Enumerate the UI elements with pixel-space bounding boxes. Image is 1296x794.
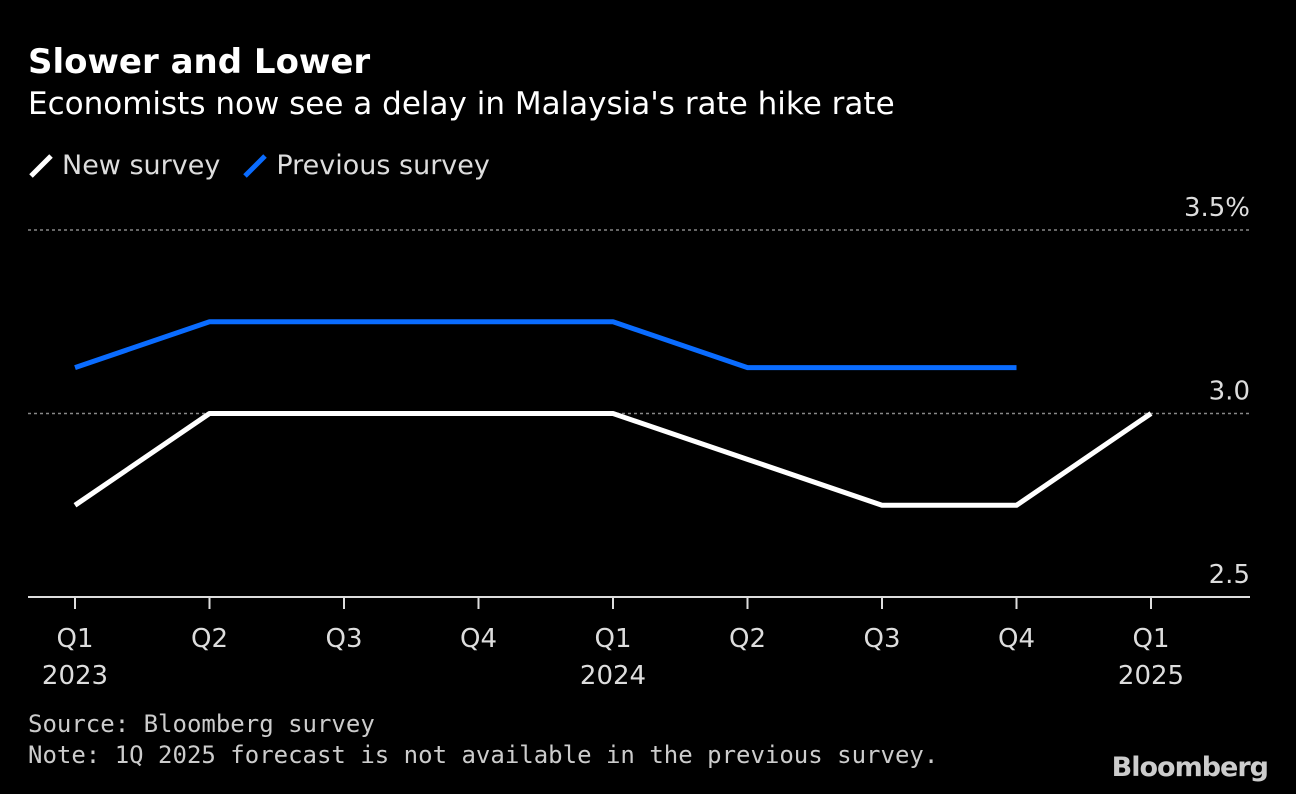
y-tick-label: 3.0 — [1209, 377, 1250, 407]
x-tick-label: Q3 — [325, 624, 362, 654]
legend-label-new: New survey — [62, 150, 221, 181]
legend-swatch-new-icon — [29, 153, 53, 178]
series-line-new-survey — [73, 411, 1153, 508]
legend-swatch-previous-icon — [243, 153, 268, 178]
x-tick-label: Q4 — [460, 624, 497, 654]
x-tick-year-label: 2025 — [1118, 661, 1184, 691]
x-tick-year-label: 2024 — [580, 661, 646, 691]
x-tick-label: Q4 — [998, 624, 1035, 654]
legend: New survey Previous survey — [28, 150, 512, 181]
x-tick-label: Q3 — [863, 624, 900, 654]
x-tick-year-label: 2023 — [42, 661, 108, 691]
chart-title: Slower and Lower — [28, 42, 371, 82]
x-tick-label: Q1 — [1132, 624, 1169, 654]
legend-label-previous: Previous survey — [276, 150, 490, 181]
bloomberg-logo: Bloomberg — [1111, 752, 1269, 783]
y-tick-label: 2.5 — [1209, 560, 1250, 590]
x-tick-label: Q1 — [594, 624, 631, 654]
source-note: Source: Bloomberg survey — [28, 710, 375, 738]
chart-subtitle: Economists now see a delay in Malaysia's… — [28, 86, 895, 122]
series-line-previous-survey — [74, 319, 1017, 371]
legend-item-previous: Previous survey — [242, 150, 490, 181]
x-tick-label: Q2 — [191, 624, 228, 654]
x-tick-label: Q1 — [56, 624, 93, 654]
footnote: Note: 1Q 2025 forecast is not available … — [28, 741, 939, 769]
legend-item-new: New survey — [28, 150, 220, 181]
x-tick-label: Q2 — [729, 624, 766, 654]
y-tick-label: 3.5% — [1184, 193, 1250, 223]
